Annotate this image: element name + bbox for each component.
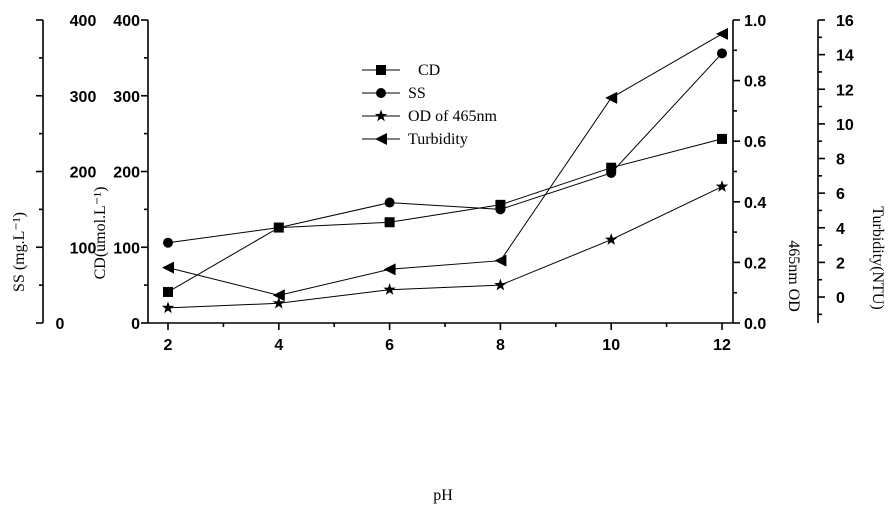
- ss-tick-label: 0: [56, 316, 65, 333]
- legend-marker: [376, 88, 386, 98]
- data-point: [605, 233, 618, 245]
- legend-label: SS: [408, 85, 426, 102]
- series-triangle-left: [162, 27, 728, 302]
- data-point: [163, 286, 173, 297]
- od-tick-label: 1.0: [744, 13, 766, 30]
- data-point: [384, 217, 395, 228]
- turbidity-tick-label: 6: [836, 186, 845, 203]
- data-point: [494, 254, 507, 267]
- cd-tick-label: 0: [131, 316, 140, 333]
- data-point: [715, 180, 729, 192]
- series-line: [167, 52, 723, 244]
- series-line: [167, 186, 723, 309]
- legend-marker: [375, 133, 387, 145]
- od-axis-label: 465nm OD: [785, 240, 802, 312]
- turbidity-tick-label: 8: [836, 152, 845, 169]
- x-tick-label: 12: [713, 337, 731, 354]
- x-tick-label: 8: [496, 337, 505, 354]
- data-point: [717, 133, 727, 144]
- axis-labels: pH SS (mg.L⁻¹) CD(umol.L⁻¹) 465nm OD Tur…: [11, 187, 886, 504]
- od-tick-label: 0.2: [744, 255, 766, 272]
- data-point: [606, 162, 617, 173]
- turbidity-tick-label: 4: [836, 221, 845, 238]
- turbidity-tick-label: 2: [836, 255, 845, 272]
- data-point: [162, 261, 174, 274]
- legend-marker: [376, 65, 386, 75]
- ss-tick-label: 100: [70, 240, 97, 257]
- data-point: [716, 27, 728, 40]
- x-tick-label: 2: [164, 337, 173, 354]
- series-line: [167, 138, 723, 293]
- x-axis-label: pH: [433, 487, 453, 504]
- data-point: [495, 204, 506, 215]
- series-circle: [163, 48, 727, 248]
- cd-tick-label: 400: [113, 13, 140, 30]
- x-tick-label: 4: [274, 337, 283, 354]
- data-point: [717, 48, 727, 59]
- cd-axis-label: CD(umol.L⁻¹): [92, 187, 109, 280]
- data-point: [272, 289, 285, 302]
- data-point: [494, 278, 507, 291]
- data-point: [161, 301, 175, 314]
- turbidity-tick-label: 16: [836, 13, 854, 30]
- ss-tick-label: 200: [70, 165, 97, 182]
- od-tick-label: 0.8: [744, 74, 766, 91]
- od-tick-label: 0.6: [744, 134, 766, 151]
- od-tick-label: 0.4: [744, 195, 766, 212]
- data-point: [163, 237, 173, 248]
- ss-tick-label: 400: [70, 13, 97, 30]
- turbidity-tick-label: 10: [836, 117, 854, 134]
- cd-tick-label: 100: [113, 240, 140, 257]
- data-point: [384, 197, 395, 208]
- turbidity-tick-label: 12: [836, 82, 854, 99]
- series-star: [161, 180, 729, 314]
- ss-axis-label: SS (mg.L⁻¹): [11, 212, 28, 292]
- series-group: [161, 27, 729, 314]
- data-point: [383, 263, 396, 276]
- data-point: [272, 296, 285, 309]
- turbidity-tick-label: 0: [836, 290, 845, 307]
- data-point: [273, 222, 284, 233]
- axes: 2 4 6 8 10 12010020030040001002003004000.00.2…: [36, 13, 854, 354]
- cd-tick-label: 300: [113, 89, 140, 106]
- turbidity-tick-label: 14: [836, 48, 854, 65]
- legend-label: Turbidity: [408, 131, 468, 148]
- cd-tick-label: 200: [113, 165, 140, 182]
- od-tick-label: 0.0: [744, 316, 766, 333]
- data-point: [605, 91, 618, 104]
- legend-label: OD of 465nm: [408, 108, 497, 125]
- x-tick-label: 6: [385, 337, 394, 354]
- data-point: [383, 283, 396, 295]
- legend-marker: [374, 109, 388, 122]
- x-tick-label: 10: [602, 337, 620, 354]
- turbidity-axis-label: Turbidity(NTU): [869, 206, 886, 309]
- legend-label: CD: [418, 62, 440, 79]
- data-point: [606, 168, 617, 179]
- legend: CD SS OD of 465nm Turbidity: [362, 62, 497, 148]
- series-square: [163, 133, 727, 297]
- ss-tick-label: 300: [70, 89, 97, 106]
- series-line: [167, 33, 723, 296]
